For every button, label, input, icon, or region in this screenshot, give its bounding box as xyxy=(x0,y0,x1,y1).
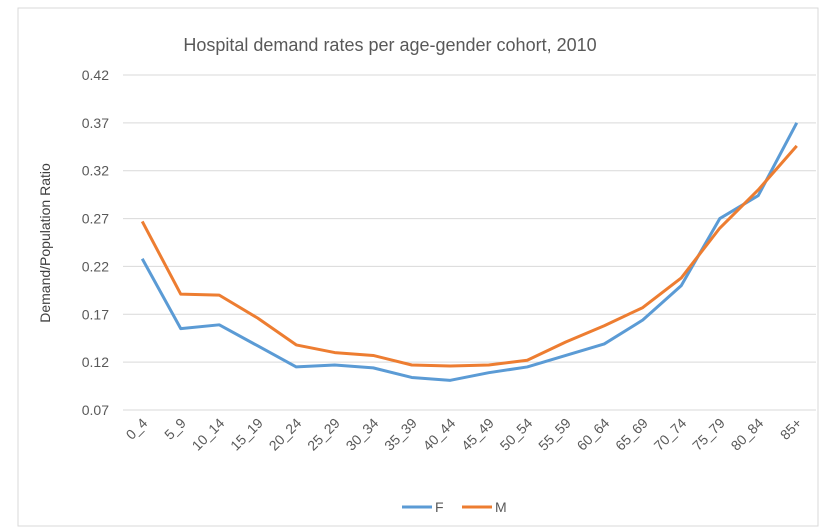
y-tick-label: 0.42 xyxy=(82,67,109,83)
y-tick-label: 0.32 xyxy=(82,163,109,179)
legend-label: F xyxy=(435,499,444,515)
y-tick-label: 0.22 xyxy=(82,258,109,274)
y-tick-label: 0.17 xyxy=(82,306,109,322)
chart-frame xyxy=(17,7,819,527)
y-tick-label: 0.07 xyxy=(82,402,109,418)
legend-label: M xyxy=(495,499,507,515)
y-tick-label: 0.12 xyxy=(82,354,109,370)
y-axis-label: Demand/Population Ratio xyxy=(37,163,53,323)
line-series xyxy=(140,122,799,382)
line-series xyxy=(140,144,798,368)
y-tick-label: 0.27 xyxy=(82,211,109,227)
y-tick-label: 0.37 xyxy=(82,115,109,131)
chart-title: Hospital demand rates per age-gender coh… xyxy=(183,35,596,55)
